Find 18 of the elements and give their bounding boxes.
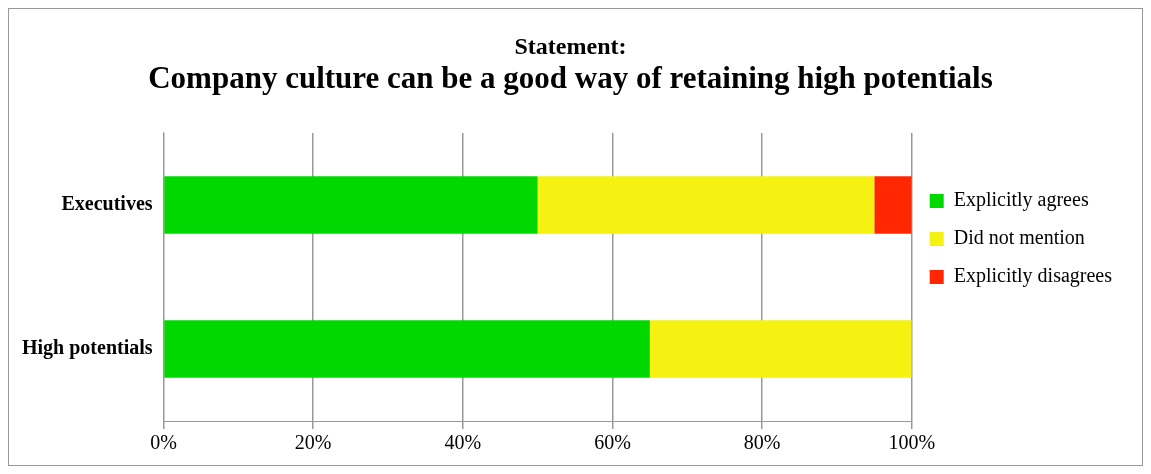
bar [874,176,912,234]
x-tick-label: 40% [444,431,482,454]
x-tick-label: 20% [294,431,332,454]
bar [537,176,875,234]
y-tick-label: High potentials [22,336,153,360]
x-tick-label: 60% [594,431,631,454]
legend-label: Did not mention [953,226,1085,249]
y-tick-label: Executives [61,192,153,215]
x-tick-label: 0% [150,431,177,454]
x-tick-label: 100% [888,431,936,454]
bar [164,176,538,234]
bar [164,320,650,378]
legend-label: Explicitly disagrees [953,264,1113,288]
legend-label: Explicitly agrees [953,188,1089,212]
chart-title: Statement: [514,32,627,59]
x-tick-label: 80% [743,431,781,454]
bar [649,320,912,378]
chart-subtitle: Company culture can be a good way of retaining high potentials [148,60,993,96]
